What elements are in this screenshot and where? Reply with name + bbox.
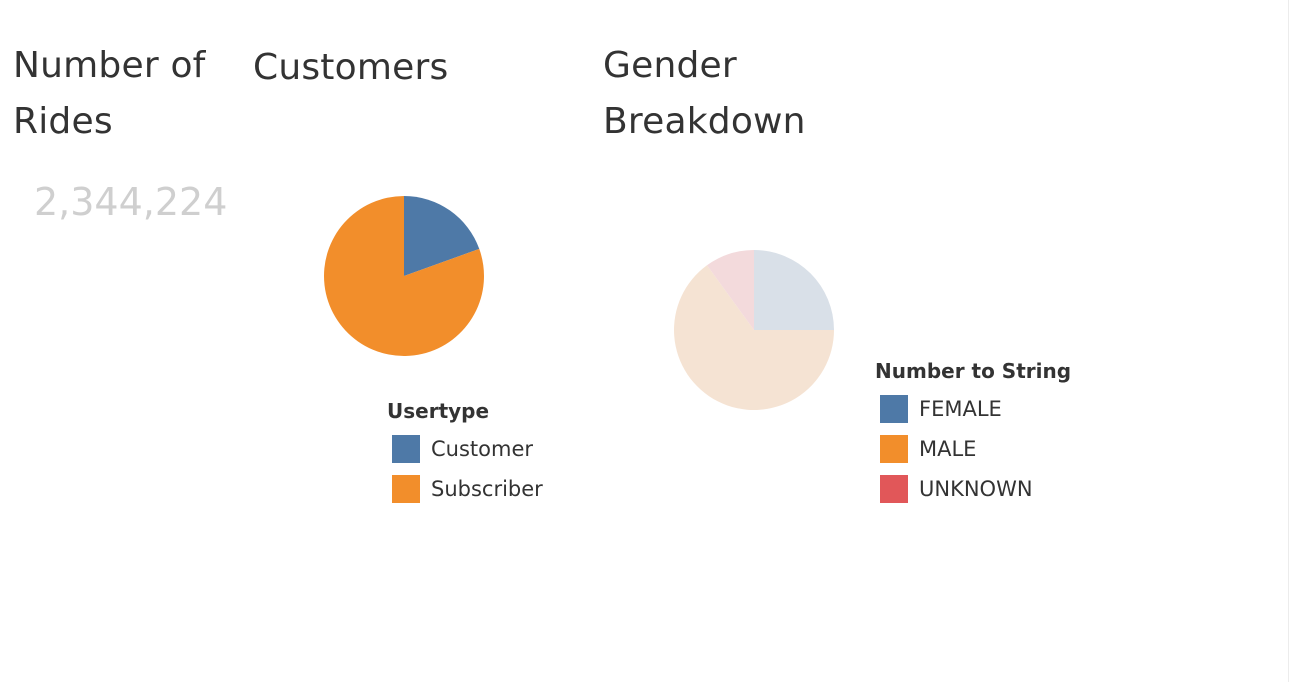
legend-label-unknown: UNKNOWN [919, 477, 1033, 501]
legend-item-female[interactable]: FEMALE [880, 389, 1071, 429]
rides-title: Number of Rides [13, 45, 206, 142]
customers-title: Customers [253, 47, 449, 88]
legend-swatch-unknown [880, 475, 908, 503]
usertype-legend: Usertype Customer Subscriber [387, 399, 543, 509]
legend-title: Usertype [387, 399, 490, 423]
legend-swatch-customer [392, 435, 420, 463]
legend-item-customer[interactable]: Customer [392, 429, 543, 469]
legend-item-male[interactable]: MALE [880, 429, 1071, 469]
gender-legend: Number to String FEMALE MALE UNKNOWN [875, 359, 1071, 509]
legend-label-male: MALE [919, 437, 977, 461]
pie-slice-unknown[interactable] [706, 250, 754, 330]
legend-swatch-female [880, 395, 908, 423]
pie-slice-subscriber[interactable] [323, 196, 484, 356]
pie-slice-male[interactable] [674, 265, 834, 411]
legend-item-unknown[interactable]: UNKNOWN [880, 469, 1071, 509]
pie-slice-customer[interactable] [404, 196, 480, 276]
legend-title: Number to String [875, 359, 1072, 383]
pie-slice-female[interactable] [754, 250, 834, 330]
legend-swatch-male [880, 435, 908, 463]
legend-item-subscriber[interactable]: Subscriber [392, 469, 543, 509]
legend-label-subscriber: Subscriber [431, 477, 543, 501]
customers-pie-chart [323, 196, 484, 356]
gender-pie-chart [674, 250, 834, 411]
gender-title: Gender Breakdown [603, 45, 806, 142]
legend-swatch-subscriber [392, 475, 420, 503]
legend-label-female: FEMALE [919, 397, 1002, 421]
legend-label-customer: Customer [431, 437, 534, 461]
sheet-border [1288, 0, 1289, 682]
rides-count[interactable]: 2,344,224 [34, 180, 228, 224]
